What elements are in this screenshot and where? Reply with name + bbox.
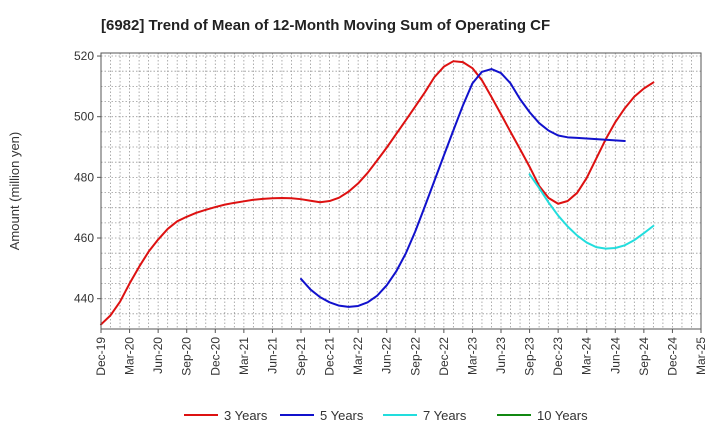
x-tick-label: Jun-24: [608, 337, 622, 374]
y-tick-label: 440: [74, 292, 94, 306]
x-tick-label: Mar-21: [237, 337, 251, 375]
series-line-3-years: [100, 60, 655, 326]
x-tick-label: Jun-22: [380, 337, 394, 374]
x-tick-label: Jun-21: [265, 337, 279, 374]
legend: 3 Years 5 Years 7 Years 10 Years: [184, 408, 588, 423]
x-tick-label: Mar-24: [580, 337, 594, 375]
x-tick-label: Dec-22: [437, 337, 451, 376]
legend-label: 10 Years: [537, 408, 588, 423]
chart-title: [6982] Trend of Mean of 12-Month Moving …: [101, 17, 550, 34]
x-tick-label: Sep-22: [408, 337, 422, 376]
y-axis-label: Amount (million yen): [7, 132, 22, 251]
x-tick-label: Sep-21: [294, 337, 308, 376]
x-tick-label: Jun-20: [151, 337, 165, 374]
legend-label: 5 Years: [320, 408, 364, 423]
x-tick-label: Sep-23: [523, 337, 537, 376]
x-tick-label: Dec-23: [551, 337, 565, 376]
y-tick-label: 500: [74, 110, 94, 124]
legend-label: 3 Years: [224, 408, 268, 423]
x-tick-label: Sep-20: [180, 337, 194, 376]
series-line-7-years: [528, 173, 655, 250]
x-tick-label: Mar-23: [465, 337, 479, 375]
y-axis-ticks: 440 460 480 500 520: [74, 49, 101, 306]
series-layer: [100, 60, 655, 326]
x-tick-label: Dec-24: [665, 337, 679, 376]
x-tick-label: Jun-23: [494, 337, 508, 374]
x-tick-label: Dec-20: [208, 337, 222, 376]
x-tick-label: Dec-21: [323, 337, 337, 376]
x-tick-label: Sep-24: [637, 337, 651, 376]
y-tick-label: 460: [74, 231, 94, 245]
series-line-5-years: [300, 68, 626, 308]
legend-label: 7 Years: [423, 408, 467, 423]
y-tick-label: 520: [74, 49, 94, 63]
grid: [101, 53, 701, 329]
plot-frame: [100, 52, 702, 330]
x-axis-ticks: Dec-19 Mar-20 Jun-20 Sep-20 Dec-20 Mar-21 Jun-…: [94, 329, 708, 376]
x-tick-label: Mar-22: [351, 337, 365, 375]
x-tick-label: Dec-19: [94, 337, 108, 376]
y-tick-label: 480: [74, 170, 94, 184]
x-tick-label: Mar-25: [694, 337, 708, 375]
x-tick-label: Mar-20: [123, 337, 137, 375]
